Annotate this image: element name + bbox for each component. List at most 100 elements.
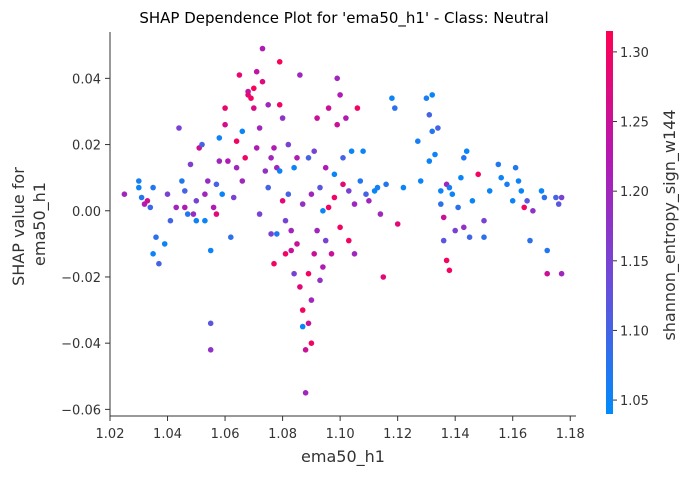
data-point (509, 198, 516, 204)
data-point (455, 204, 461, 211)
x-axis-ticks: 1.02 1.04 1.06 1.08 1.10 1.12 1.14 1.16 1.18 (96, 416, 585, 442)
data-point (426, 112, 433, 118)
y-axis-label-line-1: SHAP value for (9, 167, 28, 286)
data-point (458, 174, 464, 181)
data-point (308, 297, 315, 303)
data-point (481, 217, 487, 224)
data-point (262, 168, 269, 174)
data-point (340, 155, 346, 161)
x-tick-label: 1.10 (326, 427, 355, 442)
data-point (216, 135, 223, 141)
data-point (432, 151, 438, 158)
data-point (555, 201, 562, 207)
data-point (394, 221, 401, 227)
data-point (337, 92, 343, 98)
data-point (288, 247, 295, 254)
data-point (202, 217, 208, 224)
data-point (176, 125, 182, 131)
data-point (182, 188, 188, 194)
x-axis-label: ema50_h1 (301, 447, 385, 467)
data-point (498, 174, 505, 181)
data-point (274, 231, 280, 237)
data-point (435, 125, 441, 131)
data-point (230, 194, 237, 201)
data-point (207, 320, 214, 327)
data-point (121, 191, 128, 197)
data-point (256, 125, 263, 131)
data-point (299, 323, 306, 330)
data-point (239, 178, 246, 184)
data-point (279, 115, 286, 121)
data-point (518, 188, 525, 194)
data-point (308, 191, 315, 197)
data-point (452, 227, 459, 234)
data-point (233, 164, 240, 171)
data-point (164, 191, 171, 197)
data-point (363, 191, 369, 197)
data-point (524, 198, 530, 204)
data-point (469, 198, 476, 204)
data-point (207, 247, 214, 254)
x-tick-label: 1.04 (153, 427, 182, 442)
y-axis-ticks: −0.06 −0.04 −0.02 0.00 0.02 0.04 (61, 72, 110, 418)
data-point (259, 45, 266, 52)
data-point (325, 105, 332, 111)
data-point (530, 208, 536, 214)
data-point (144, 198, 151, 204)
data-point (446, 184, 453, 191)
data-point (308, 340, 315, 347)
data-point (334, 75, 341, 82)
colorbar-tick-label: 1.10 (620, 324, 649, 339)
data-point (276, 168, 283, 174)
data-point (415, 138, 421, 144)
data-point (331, 171, 338, 178)
data-point (515, 178, 522, 184)
x-tick-label: 1.02 (96, 427, 125, 442)
data-point (314, 227, 320, 234)
data-point (438, 188, 444, 194)
data-point (256, 211, 263, 217)
colorbar-tick-label: 1.30 (620, 46, 649, 61)
data-point (317, 277, 323, 284)
data-point (193, 198, 200, 204)
data-point (334, 121, 341, 128)
data-point (357, 178, 364, 184)
data-point (443, 257, 450, 264)
data-point (463, 148, 470, 154)
data-point (446, 267, 453, 274)
data-point (360, 148, 366, 154)
data-point (302, 390, 309, 396)
data-point (340, 181, 346, 188)
data-point (184, 211, 191, 217)
data-point (343, 115, 349, 121)
chart-title: SHAP Dependence Plot for 'ema50_h1' - Cl… (139, 9, 548, 28)
data-point (271, 260, 277, 267)
data-point (392, 105, 398, 111)
data-point (147, 204, 154, 211)
data-point (320, 264, 326, 270)
data-point (294, 241, 300, 247)
data-point (136, 178, 142, 184)
data-point (138, 194, 145, 201)
data-point (199, 141, 205, 148)
data-point (346, 237, 352, 244)
data-point (438, 201, 444, 207)
data-point (317, 184, 323, 191)
data-point (182, 204, 188, 211)
data-point (322, 237, 329, 244)
data-point (228, 234, 234, 240)
data-point (253, 145, 260, 151)
data-point (294, 155, 300, 161)
data-point (512, 164, 519, 171)
data-point (239, 128, 246, 135)
data-point (481, 234, 487, 240)
y-tick-label: 0.04 (72, 72, 101, 87)
colorbar-tick-label: 1.20 (620, 185, 649, 200)
data-point (251, 105, 257, 111)
data-point (461, 224, 467, 231)
data-point (544, 247, 550, 254)
data-point (251, 85, 257, 92)
data-point (538, 188, 545, 194)
data-point (213, 211, 220, 217)
